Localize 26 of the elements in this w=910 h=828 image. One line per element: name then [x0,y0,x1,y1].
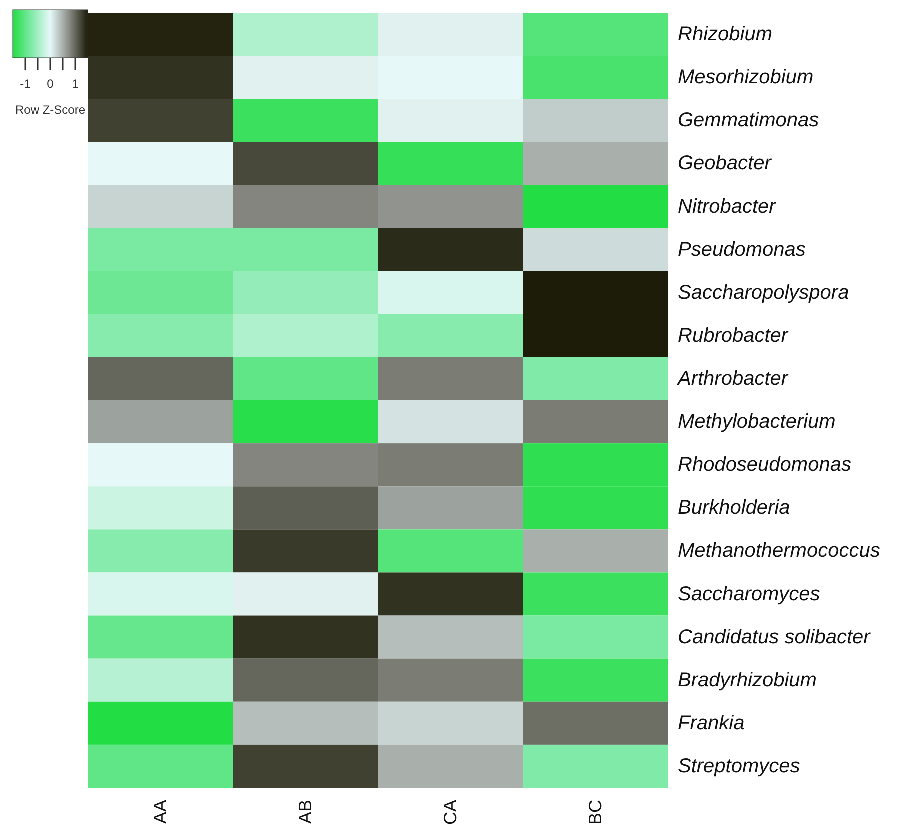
y-tick-label: Arthrobacter [677,368,790,390]
x-tick-label: CA [440,800,460,826]
y-tick-label: Geobacter [678,152,773,175]
y-tick-label: Saccharomyces [678,583,820,606]
y-tick-label: Frankia [678,712,745,734]
y-tick-label: Gemmatimonas [678,110,820,132]
x-tick-label: AB [296,800,316,824]
y-tick-label: Rhodoseudomonas [678,454,852,476]
y-tick-label: Burkholderia [678,497,790,520]
y-tick-label: Streptomyces [678,755,800,778]
y-tick-label: Mesorhizobium [678,66,814,89]
y-tick-label: Rhizobium [678,24,772,46]
color-bar-label: 1 [72,77,80,91]
y-tick-label: Nitrobacter [678,196,778,218]
x-tick-label: AA [150,800,170,824]
color-bar-label: -1 [20,77,32,91]
y-tick-label: Rubrobacter [678,324,790,347]
y-tick-label: Methylobacterium [678,411,836,434]
color-bar-title: Row Z-Score [15,103,86,117]
y-tick-label: Methanothermococcus [678,540,880,562]
y-tick-label: Pseudomonas [678,238,806,261]
y-tick-label: Bradyrhizobium [678,669,817,692]
y-tick-label: Candidatus solibacter [678,626,872,648]
x-tick-label: BC [586,800,606,826]
color-bar-label: 0 [47,77,54,91]
y-tick-label: Saccharopolyspora [678,282,850,304]
